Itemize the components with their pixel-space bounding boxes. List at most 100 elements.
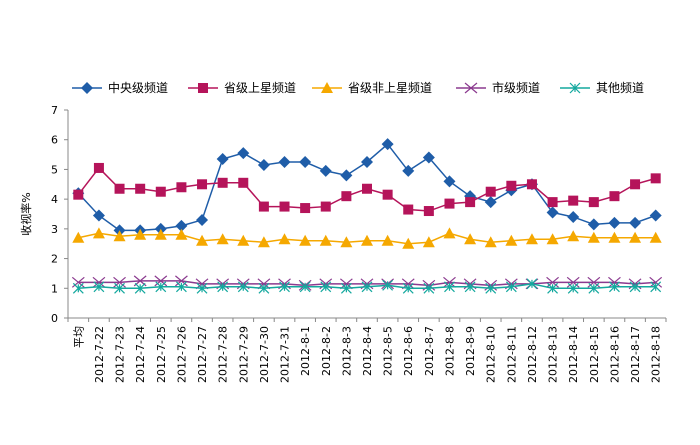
data-point: [649, 276, 663, 288]
data-point: [361, 156, 373, 168]
data-point: [114, 183, 125, 194]
x-tick-label: 2012-7-28: [217, 326, 230, 383]
data-point: [73, 189, 84, 200]
y-tick-label: 6: [51, 134, 58, 147]
data-point: [135, 183, 146, 194]
x-tick-label: 2012-8-4: [361, 326, 374, 376]
data-point: [587, 218, 600, 231]
data-point: [443, 175, 456, 188]
legend-marker: [464, 82, 478, 94]
data-point: [195, 278, 209, 290]
data-point: [175, 275, 188, 287]
y-tick-label: 4: [51, 193, 58, 206]
x-tick-label: 2012-7-26: [175, 326, 188, 383]
y-tick-label: 3: [51, 223, 58, 236]
data-point: [279, 281, 290, 293]
y-axis-label: 收视率%: [19, 192, 33, 235]
data-point: [403, 204, 414, 215]
data-point: [340, 282, 352, 294]
x-tick-label: 2012-7-24: [134, 326, 147, 383]
data-point: [278, 233, 291, 245]
data-point: [216, 153, 229, 166]
data-point: [444, 281, 455, 293]
data-point: [547, 282, 559, 294]
data-point: [257, 236, 270, 248]
data-point: [134, 228, 147, 240]
legend-label: 市级频道: [492, 80, 540, 95]
data-point: [566, 276, 580, 288]
x-tick-label: 2012-8-8: [443, 326, 456, 376]
x-tick-label: 2012-7-25: [155, 326, 168, 383]
data-point: [650, 173, 661, 184]
axes: 0 1 2 3 4 5 6 7 平均 2012-7-22 2012-7-23 2012-7-24 20…: [19, 104, 667, 383]
legend-marker: [321, 82, 333, 93]
x-tick-label: 2012-8-17: [629, 326, 642, 383]
data-point: [237, 234, 250, 246]
data-point: [92, 276, 106, 288]
x-tick-label: 2012-7-30: [258, 326, 271, 383]
data-point: [175, 281, 187, 293]
data-point: [217, 281, 229, 293]
data-point: [402, 282, 414, 294]
data-point: [484, 236, 497, 248]
data-point: [299, 234, 312, 246]
x-tick-label: 2012-7-27: [196, 326, 209, 383]
data-point: [422, 236, 435, 248]
data-point: [339, 278, 353, 290]
x-tick-label: 2012-8-1: [299, 326, 312, 376]
data-point: [567, 230, 580, 242]
data-point: [464, 233, 477, 245]
data-point: [629, 281, 641, 293]
data-point: [609, 281, 620, 293]
data-point: [362, 183, 372, 194]
data-point: [423, 282, 435, 294]
data-point: [237, 281, 249, 293]
x-tick-label: 2012-7-31: [279, 326, 292, 383]
data-point: [629, 231, 642, 243]
x-tick-label: 2012-8-12: [526, 326, 539, 383]
data-point: [72, 231, 85, 243]
data-point: [340, 169, 353, 182]
x-tick-label: 2012-8-18: [650, 326, 663, 383]
data-point: [587, 276, 601, 288]
legend-marker: [569, 82, 581, 94]
data-point: [649, 231, 662, 243]
legend-item: 省级上星频道: [188, 81, 296, 95]
x-tick-label: 2012-8-3: [340, 326, 353, 376]
data-point: [155, 281, 167, 293]
data-point: [196, 282, 208, 294]
data-point: [484, 196, 497, 209]
x-tick-label: 2012-8-2: [320, 326, 333, 376]
legend-label: 省级非上星频道: [348, 81, 432, 95]
data-point: [71, 276, 85, 288]
data-point: [299, 156, 312, 168]
data-point: [526, 179, 537, 190]
data-point: [196, 234, 209, 246]
data-point: [567, 210, 580, 223]
legend-marker: [198, 83, 208, 93]
data-point: [319, 164, 332, 177]
x-tick-label: 2012-8-11: [505, 326, 518, 383]
data-point: [361, 234, 373, 246]
data-point: [257, 278, 271, 290]
data-point: [568, 195, 579, 206]
data-point: [300, 203, 311, 214]
data-point: [175, 219, 188, 232]
data-point: [526, 278, 538, 290]
y-tick-label: 1: [51, 282, 58, 295]
x-tick-label: 2012-8-7: [423, 326, 436, 376]
data-point: [279, 201, 290, 212]
data-point: [443, 276, 456, 288]
data-point: [341, 191, 352, 202]
legend-label: 中央级频道: [108, 80, 168, 95]
data-point: [155, 186, 166, 197]
data-point: [485, 186, 496, 197]
data-point: [609, 191, 620, 202]
data-point: [92, 209, 105, 222]
data-point: [649, 209, 662, 222]
series-5: [72, 278, 662, 294]
data-point: [154, 275, 168, 287]
data-point: [114, 282, 125, 294]
data-point: [505, 234, 518, 246]
legend-item: 其他频道: [560, 81, 644, 95]
